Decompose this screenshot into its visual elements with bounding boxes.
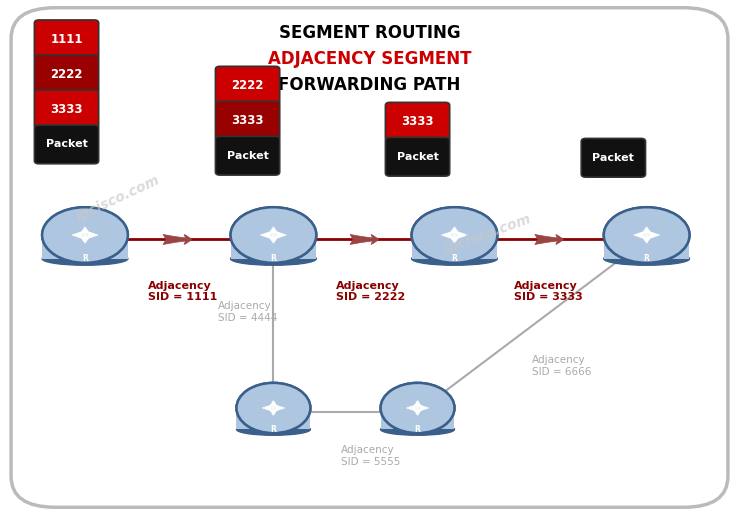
Text: Adjacency
SID = 1111: Adjacency SID = 1111 (148, 281, 217, 302)
Ellipse shape (604, 252, 689, 265)
FancyArrow shape (72, 232, 85, 238)
FancyArrow shape (633, 232, 647, 238)
FancyArrow shape (269, 227, 278, 235)
FancyBboxPatch shape (386, 102, 449, 141)
FancyBboxPatch shape (581, 139, 645, 177)
Polygon shape (231, 235, 316, 259)
Ellipse shape (412, 207, 497, 263)
FancyArrow shape (454, 232, 468, 238)
FancyArrow shape (450, 235, 459, 243)
Ellipse shape (412, 252, 497, 265)
Text: Adjacency
SID = 5555: Adjacency SID = 5555 (341, 445, 401, 467)
Text: 3333: 3333 (231, 114, 264, 127)
FancyBboxPatch shape (34, 125, 99, 164)
FancyArrow shape (269, 401, 278, 408)
Text: Packet: Packet (593, 153, 634, 163)
Polygon shape (42, 235, 128, 259)
Text: Adjacency
SID = 2222: Adjacency SID = 2222 (336, 281, 406, 302)
Ellipse shape (42, 207, 128, 263)
Ellipse shape (231, 207, 316, 263)
FancyArrow shape (414, 408, 421, 415)
FancyBboxPatch shape (34, 90, 99, 129)
Text: Packet: Packet (397, 152, 438, 162)
Text: R: R (270, 425, 276, 434)
Polygon shape (412, 235, 497, 259)
Polygon shape (236, 408, 310, 430)
FancyBboxPatch shape (34, 55, 99, 94)
FancyArrow shape (647, 232, 660, 238)
Ellipse shape (604, 207, 689, 263)
Text: Packet: Packet (46, 140, 87, 149)
Text: ipcisco.com: ipcisco.com (443, 212, 533, 256)
Text: Adjacency
SID = 4444: Adjacency SID = 4444 (218, 301, 277, 323)
Polygon shape (381, 408, 454, 430)
FancyArrow shape (642, 227, 651, 235)
Ellipse shape (236, 383, 310, 433)
Ellipse shape (231, 207, 316, 263)
Ellipse shape (231, 252, 316, 265)
Text: 3333: 3333 (50, 103, 83, 116)
FancyArrow shape (273, 405, 285, 411)
FancyArrow shape (406, 405, 418, 411)
Text: 2222: 2222 (231, 79, 264, 92)
Text: Packet: Packet (227, 151, 268, 161)
Text: ipcisco.com: ipcisco.com (74, 173, 163, 224)
Text: R: R (415, 425, 420, 434)
Text: SEGMENT ROUTING: SEGMENT ROUTING (279, 25, 460, 42)
Ellipse shape (412, 207, 497, 263)
Text: Adjacency
SID = 6666: Adjacency SID = 6666 (532, 355, 591, 377)
FancyBboxPatch shape (216, 66, 279, 105)
FancyBboxPatch shape (11, 8, 728, 507)
Polygon shape (604, 235, 689, 259)
FancyArrow shape (418, 405, 429, 411)
FancyBboxPatch shape (216, 101, 279, 140)
Ellipse shape (381, 383, 454, 433)
Ellipse shape (236, 383, 310, 433)
FancyArrow shape (450, 227, 459, 235)
Ellipse shape (42, 252, 128, 265)
FancyArrow shape (269, 408, 278, 415)
FancyArrow shape (81, 235, 89, 243)
Text: 1111: 1111 (50, 33, 83, 46)
FancyArrow shape (441, 232, 454, 238)
Text: 3333: 3333 (401, 115, 434, 128)
Text: R: R (452, 254, 457, 263)
FancyBboxPatch shape (216, 136, 279, 175)
Ellipse shape (42, 207, 128, 263)
Ellipse shape (604, 207, 689, 263)
FancyArrow shape (260, 232, 273, 238)
FancyArrow shape (642, 235, 651, 243)
Text: FORWARDING PATH: FORWARDING PATH (279, 76, 460, 94)
Text: 2222: 2222 (50, 68, 83, 81)
FancyArrow shape (85, 232, 98, 238)
Ellipse shape (381, 383, 454, 433)
Ellipse shape (381, 423, 454, 435)
Text: Adjacency
SID = 3333: Adjacency SID = 3333 (514, 281, 582, 302)
Text: R: R (644, 254, 650, 263)
FancyArrow shape (262, 405, 273, 411)
FancyBboxPatch shape (34, 20, 99, 59)
FancyArrow shape (269, 235, 278, 243)
FancyArrow shape (273, 232, 287, 238)
FancyArrow shape (81, 227, 89, 235)
Text: R: R (82, 254, 88, 263)
FancyBboxPatch shape (386, 138, 449, 176)
Text: R: R (270, 254, 276, 263)
FancyArrow shape (414, 401, 421, 408)
Text: ADJACENCY SEGMENT: ADJACENCY SEGMENT (268, 50, 471, 68)
Ellipse shape (236, 423, 310, 435)
